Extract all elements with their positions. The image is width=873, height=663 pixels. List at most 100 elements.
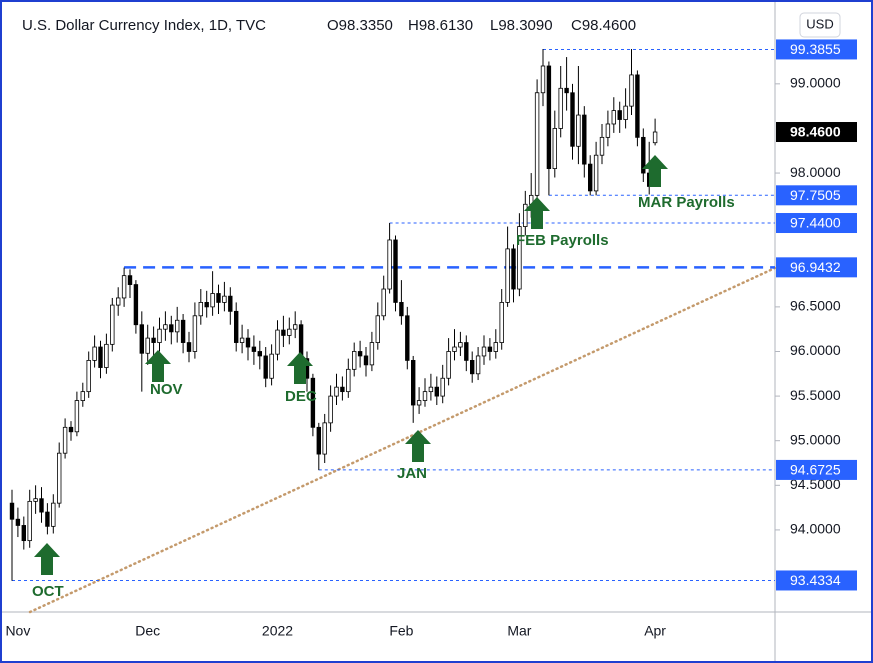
y-tick-label: 99.0000 xyxy=(790,75,841,91)
candle-body xyxy=(104,343,109,368)
annotation-label: OCT xyxy=(32,583,64,600)
candle-body xyxy=(369,342,375,366)
ohlc-value: H98.6130 xyxy=(408,17,473,34)
level-label: 94.6725 xyxy=(790,462,841,478)
level-badge xyxy=(776,257,857,278)
annotation-arrow xyxy=(145,350,171,382)
candle-body xyxy=(45,511,50,527)
last-price-label: 98.4600 xyxy=(790,124,841,140)
candle-body xyxy=(163,324,168,330)
candle-body xyxy=(493,342,498,352)
ohlc-value: C98.4600 xyxy=(571,17,636,34)
candle-body xyxy=(98,346,103,368)
annotation-label: JAN xyxy=(397,465,427,482)
candle-body xyxy=(517,226,522,290)
candle-body xyxy=(269,353,274,379)
candle-body xyxy=(481,346,487,357)
candle-body xyxy=(641,136,646,174)
candle-body xyxy=(121,275,127,299)
candle-body xyxy=(458,342,463,348)
candle-body xyxy=(157,328,162,343)
y-tick-label: 94.5000 xyxy=(790,476,841,492)
candle-body xyxy=(80,391,85,401)
ohlc-value: O98.3350 xyxy=(327,17,393,34)
y-tick-label: 95.5000 xyxy=(790,387,841,403)
candle-body xyxy=(180,319,186,343)
currency-label: USD xyxy=(806,16,833,31)
candle-body xyxy=(422,391,428,401)
candle-body xyxy=(281,329,286,336)
x-tick-label: Nov xyxy=(5,623,30,639)
candle-body xyxy=(15,518,21,526)
candle-body xyxy=(605,123,611,138)
candle-body xyxy=(505,248,510,303)
annotation-arrow xyxy=(642,155,668,187)
y-tick-label: 95.0000 xyxy=(790,431,841,447)
annotation-arrow xyxy=(524,197,550,229)
plot xyxy=(9,48,775,581)
candle-body xyxy=(464,342,469,361)
candle-body xyxy=(363,355,369,366)
candle-body xyxy=(346,368,351,393)
y-tick-label: 96.0000 xyxy=(790,342,841,358)
candle-body xyxy=(257,351,262,357)
candle-body xyxy=(570,92,575,147)
candle-body xyxy=(316,426,321,455)
candle-body xyxy=(599,136,605,156)
candle-body xyxy=(204,302,209,308)
x-tick-label: Feb xyxy=(389,623,413,639)
candle-body xyxy=(552,128,557,169)
chart-title: U.S. Dollar Currency Index, 1D, TVC xyxy=(22,17,266,34)
candle-body xyxy=(145,337,150,354)
candle-body xyxy=(629,74,634,107)
level-badge xyxy=(776,570,857,591)
level-badge xyxy=(776,39,857,60)
annotation-label: MAR Payrolls xyxy=(638,194,735,211)
candle-body xyxy=(469,360,475,375)
currency-button[interactable] xyxy=(799,12,841,38)
candle-body xyxy=(357,351,363,357)
annotation-arrow xyxy=(405,430,431,462)
candle-body xyxy=(151,337,156,343)
candle-body xyxy=(558,87,563,129)
candle-body xyxy=(287,328,292,336)
level-badge xyxy=(776,213,857,234)
last-price-badge xyxy=(776,122,857,143)
candle-body xyxy=(487,346,493,352)
candle-body xyxy=(499,302,504,343)
candle-body xyxy=(399,302,404,317)
candle-body xyxy=(340,386,345,393)
candle-body xyxy=(635,74,640,138)
candle-body xyxy=(9,502,15,520)
candle-body xyxy=(375,315,380,343)
candle-body xyxy=(21,525,26,542)
candle-body xyxy=(239,337,245,343)
candle-body xyxy=(222,295,227,303)
candle-body xyxy=(434,386,439,397)
y-tick-label: 96.5000 xyxy=(790,298,841,314)
candle-body xyxy=(127,275,133,285)
candle-body xyxy=(416,400,422,406)
candle-body xyxy=(381,288,386,317)
candle-body xyxy=(68,426,74,433)
candle-body xyxy=(652,131,658,144)
candle-body xyxy=(440,377,445,397)
candle-body xyxy=(582,114,587,165)
candle-body xyxy=(275,329,280,355)
annotation-label: NOV xyxy=(150,381,183,398)
candle-body xyxy=(110,304,115,345)
candle-body xyxy=(611,110,616,125)
candle-body xyxy=(245,337,251,348)
candle-body xyxy=(310,377,316,428)
candle-body xyxy=(410,360,416,406)
y-tick-label: 94.0000 xyxy=(790,521,841,537)
candle-body xyxy=(74,400,80,433)
candle-body xyxy=(475,355,481,375)
candle-body xyxy=(27,500,32,542)
trend-line xyxy=(28,266,777,614)
level-label: 97.7505 xyxy=(790,187,841,203)
level-label: 99.3855 xyxy=(790,41,841,57)
candle-body xyxy=(210,293,215,308)
candle-body xyxy=(617,110,622,120)
